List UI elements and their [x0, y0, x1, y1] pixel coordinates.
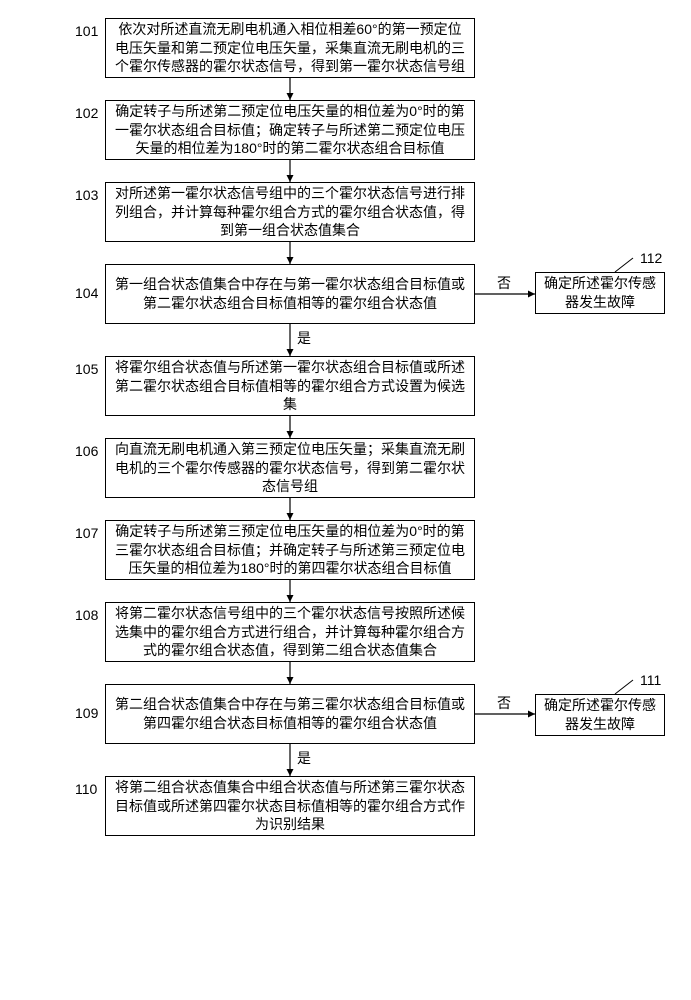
fault-112: 确定所述霍尔传感器发生故障 [535, 272, 665, 314]
decision-104-text: 第一组合状态值集合中存在与第一霍尔状态组合目标值或第二霍尔状态组合目标值相等的霍… [112, 275, 468, 313]
label-105: 105 [75, 361, 98, 377]
edge-104-no: 否 [497, 273, 511, 293]
label-101: 101 [75, 23, 98, 39]
step-110: 将第二组合状态值集合中组合状态值与所述第三霍尔状态目标值或所述第四霍尔状态目标值… [105, 776, 475, 836]
decision-109: 第二组合状态值集合中存在与第三霍尔状态组合目标值或第四霍尔组合状态目标值相等的霍… [105, 684, 475, 744]
step-107-text: 确定转子与所述第三预定位电压矢量的相位差为0°时的第三霍尔状态组合目标值；并确定… [112, 522, 468, 579]
label-108: 108 [75, 607, 98, 623]
step-103-text: 对所述第一霍尔状态信号组中的三个霍尔状态信号进行排列组合，并计算每种霍尔组合方式… [112, 184, 468, 241]
label-112: 112 [640, 250, 662, 266]
fault-111-text: 确定所述霍尔传感器发生故障 [542, 696, 658, 734]
step-106-text: 向直流无刷电机通入第三预定位电压矢量；采集直流无刷电机的三个霍尔传感器的霍尔状态… [112, 440, 468, 497]
label-106: 106 [75, 443, 98, 459]
edge-109-yes: 是 [297, 748, 311, 768]
step-102-text: 确定转子与所述第二预定位电压矢量的相位差为0°时的第一霍尔状态组合目标值；确定转… [112, 102, 468, 159]
fault-111: 确定所述霍尔传感器发生故障 [535, 694, 665, 736]
label-110: 110 [75, 781, 97, 797]
step-105-text: 将霍尔组合状态值与所述第一霍尔状态组合目标值或所述第二霍尔状态组合目标值相等的霍… [112, 358, 468, 415]
step-106: 向直流无刷电机通入第三预定位电压矢量；采集直流无刷电机的三个霍尔传感器的霍尔状态… [105, 438, 475, 498]
label-109: 109 [75, 705, 98, 721]
step-110-text: 将第二组合状态值集合中组合状态值与所述第三霍尔状态目标值或所述第四霍尔状态目标值… [112, 778, 468, 835]
step-108-text: 将第二霍尔状态信号组中的三个霍尔状态信号按照所述候选集中的霍尔组合方式进行组合，… [112, 604, 468, 661]
step-108: 将第二霍尔状态信号组中的三个霍尔状态信号按照所述候选集中的霍尔组合方式进行组合，… [105, 602, 475, 662]
edge-104-yes: 是 [297, 328, 311, 348]
step-101: 依次对所述直流无刷电机通入相位相差60°的第一预定位电压矢量和第二预定位电压矢量… [105, 18, 475, 78]
step-107: 确定转子与所述第三预定位电压矢量的相位差为0°时的第三霍尔状态组合目标值；并确定… [105, 520, 475, 580]
fault-112-text: 确定所述霍尔传感器发生故障 [542, 274, 658, 312]
step-101-text: 依次对所述直流无刷电机通入相位相差60°的第一预定位电压矢量和第二预定位电压矢量… [112, 20, 468, 77]
decision-109-text: 第二组合状态值集合中存在与第三霍尔状态组合目标值或第四霍尔组合状态目标值相等的霍… [112, 695, 468, 733]
label-104: 104 [75, 285, 98, 301]
step-103: 对所述第一霍尔状态信号组中的三个霍尔状态信号进行排列组合，并计算每种霍尔组合方式… [105, 182, 475, 242]
edge-109-no: 否 [497, 693, 511, 713]
step-105: 将霍尔组合状态值与所述第一霍尔状态组合目标值或所述第二霍尔状态组合目标值相等的霍… [105, 356, 475, 416]
step-102: 确定转子与所述第二预定位电压矢量的相位差为0°时的第一霍尔状态组合目标值；确定转… [105, 100, 475, 160]
decision-104: 第一组合状态值集合中存在与第一霍尔状态组合目标值或第二霍尔状态组合目标值相等的霍… [105, 264, 475, 324]
label-102: 102 [75, 105, 98, 121]
label-111: 111 [640, 672, 661, 688]
label-103: 103 [75, 187, 98, 203]
label-107: 107 [75, 525, 98, 541]
